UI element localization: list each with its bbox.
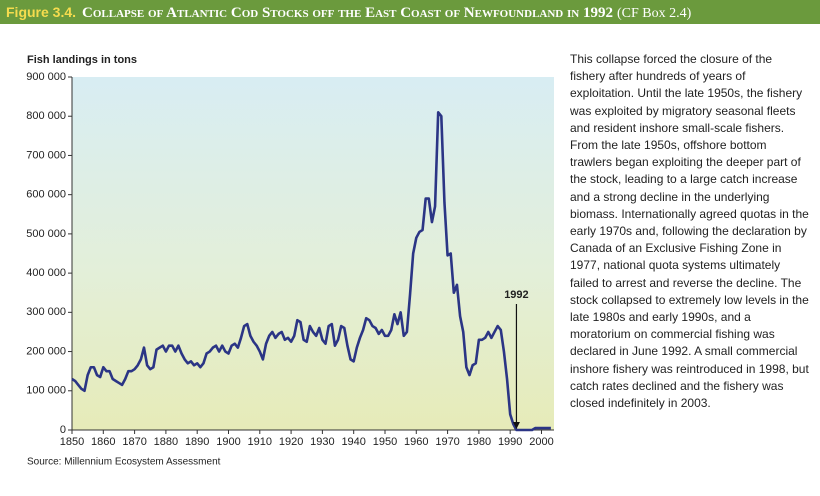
chart: Fish landings in tons Source: Millennium… (26, 54, 554, 468)
figure-label: Figure 3.4. (6, 4, 77, 20)
plot-background (72, 77, 554, 430)
y-tick-label: 300 000 (26, 306, 66, 318)
y-tick-label: 400 000 (26, 267, 66, 279)
x-tick-label: 2000 (529, 436, 553, 448)
x-tick-label: 1860 (91, 436, 115, 448)
y-tick-label: 800 000 (26, 110, 66, 122)
y-tick-label: 900 000 (26, 71, 66, 83)
x-tick-label: 1960 (404, 436, 428, 448)
x-tick-label: 1900 (216, 436, 240, 448)
y-tick-label: 600 000 (26, 189, 66, 201)
x-tick-label: 1890 (185, 436, 209, 448)
x-tick-label: 1870 (122, 436, 146, 448)
x-tick-label: 1980 (467, 436, 491, 448)
source: Source: Millennium Ecosystem Assessment (27, 457, 221, 468)
annotation-arrowhead (512, 422, 520, 429)
x-tick-label: 1910 (248, 436, 272, 448)
annotation-label: 1992 (504, 289, 528, 301)
line (71, 111, 551, 432)
x-tick-label: 1920 (279, 436, 303, 448)
y-tick-label: 500 000 (26, 228, 66, 240)
x-tick-label: 1850 (60, 436, 84, 448)
y-tick-label: 0 (60, 424, 66, 436)
y-axis-label: Fish landings in tons (27, 54, 137, 66)
x-tick-label: 1930 (310, 436, 334, 448)
x-tick-label: 1990 (498, 436, 522, 448)
x-tick-label: 1950 (373, 436, 397, 448)
x-tick-label: 1880 (154, 436, 178, 448)
title-bar: Figure 3.4. Collapse of Atlantic Cod Stoc… (0, 0, 820, 24)
x-tick-label: 1970 (435, 436, 459, 448)
chart-title: Collapse of Atlantic Cod Stocks off the … (82, 5, 613, 21)
y-tick-label: 100 000 (26, 385, 66, 397)
y-tick-label: 200 000 (26, 345, 66, 357)
y-tick-label: 700 000 (26, 149, 66, 161)
title-note: (CF Box 2.4) (616, 6, 692, 21)
x-tick-label: 1940 (341, 436, 365, 448)
caption: This collapse forced the closure of the … (570, 52, 809, 411)
